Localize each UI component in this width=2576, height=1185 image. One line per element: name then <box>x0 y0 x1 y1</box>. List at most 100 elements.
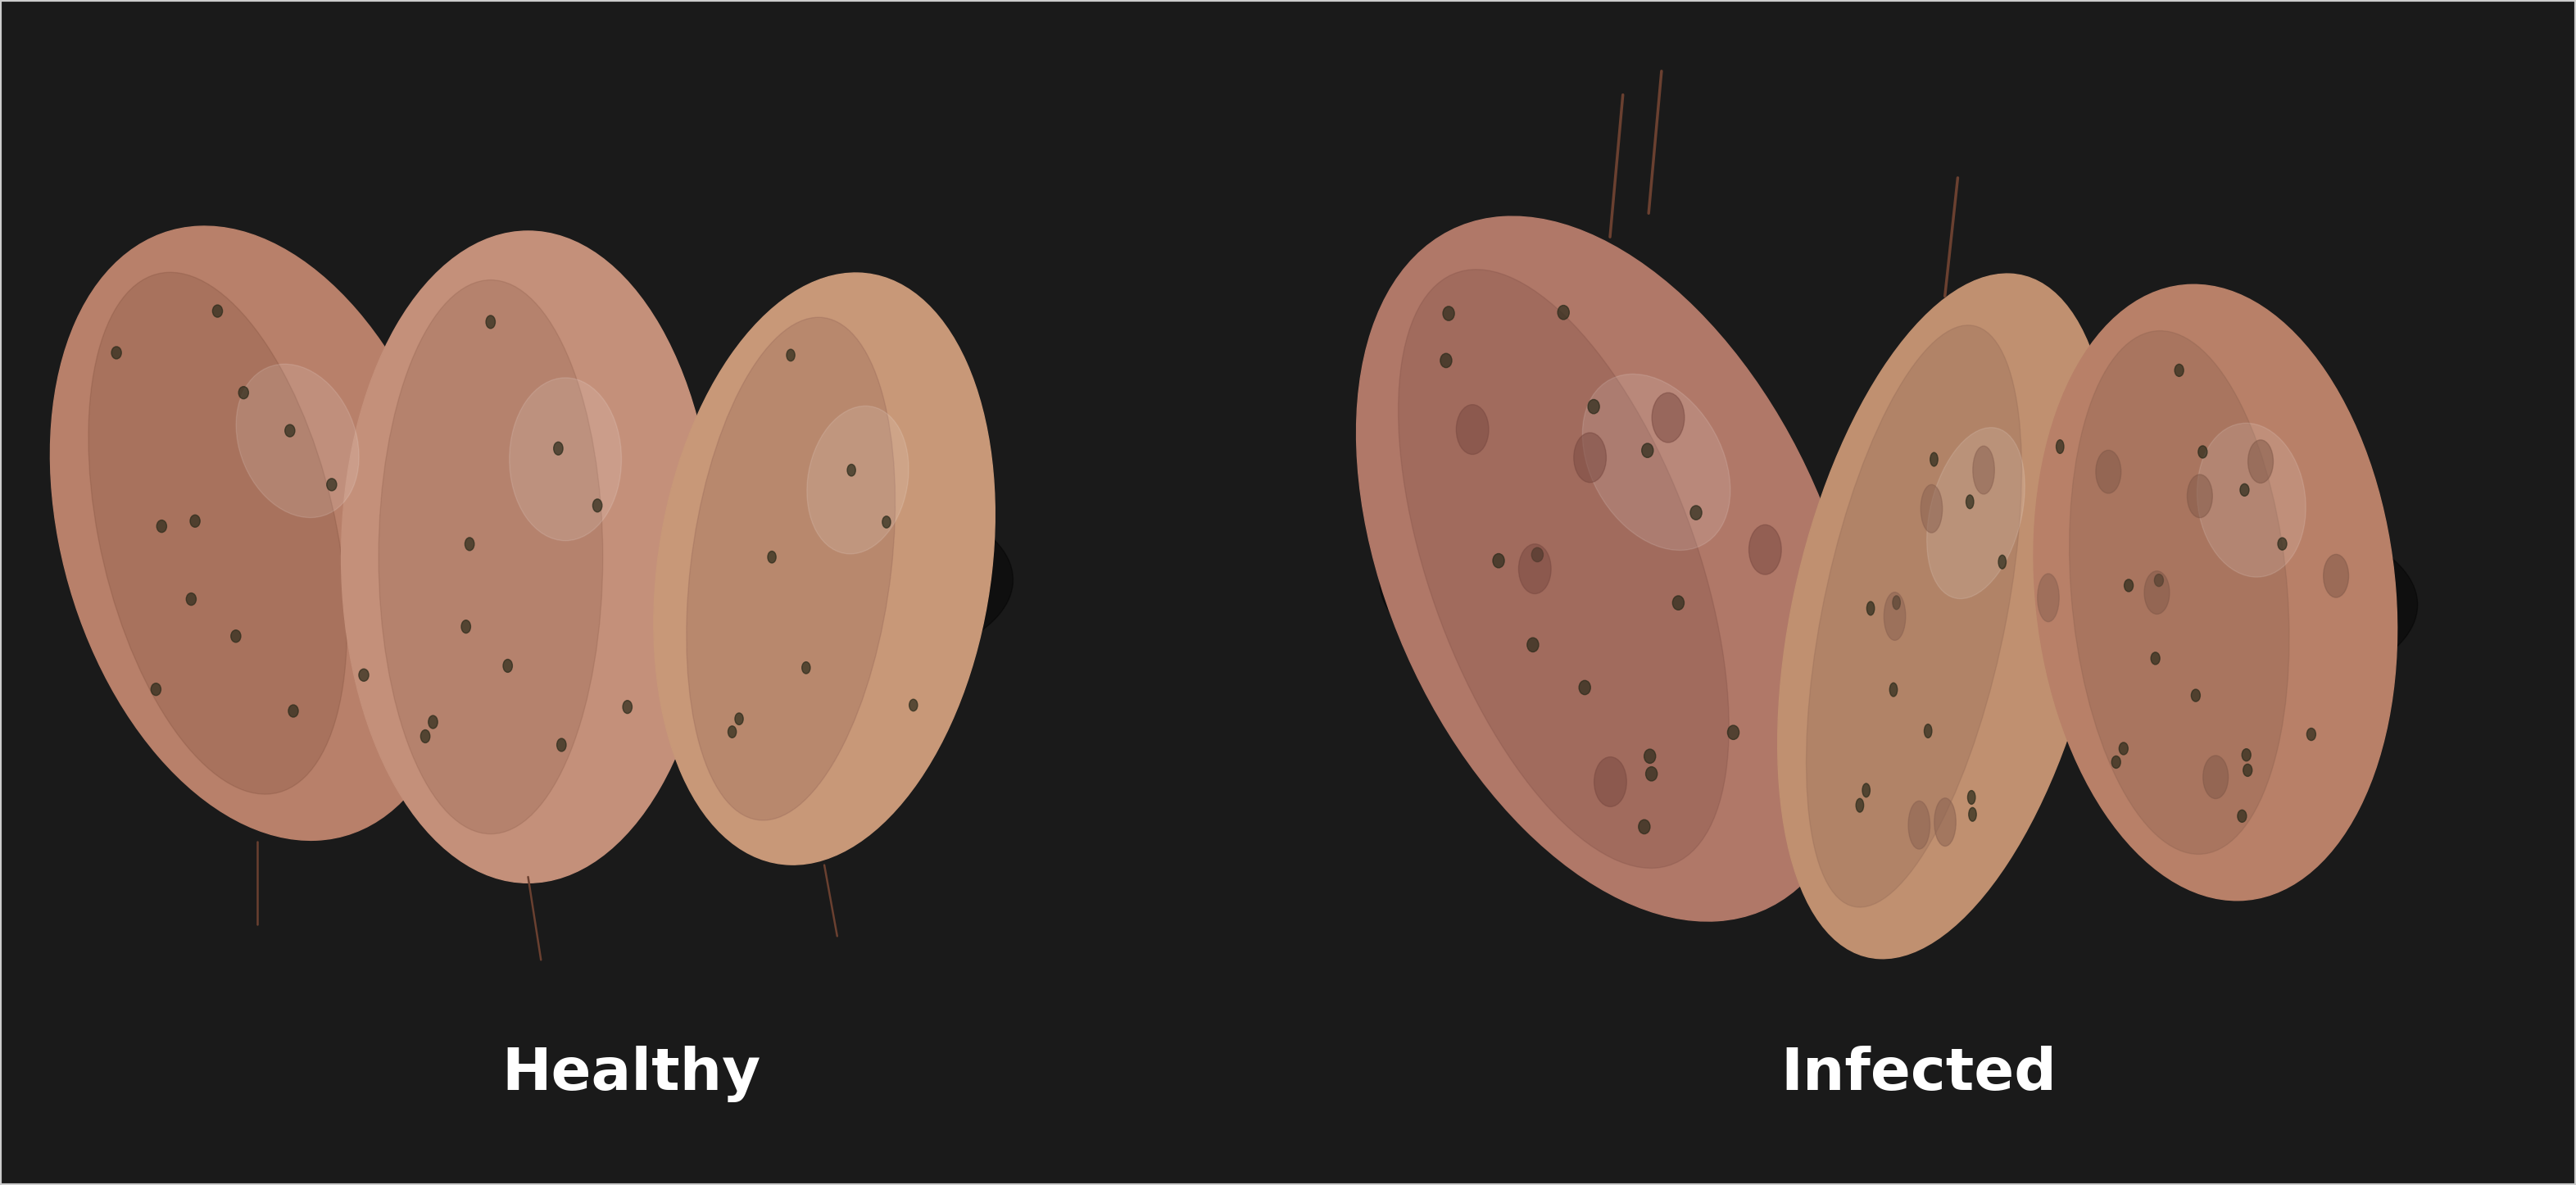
Ellipse shape <box>909 699 917 711</box>
Ellipse shape <box>1806 325 2022 908</box>
Ellipse shape <box>157 520 167 532</box>
Ellipse shape <box>2032 284 2398 901</box>
Ellipse shape <box>1582 374 1731 550</box>
Ellipse shape <box>2241 749 2251 761</box>
Ellipse shape <box>1533 547 1543 562</box>
Ellipse shape <box>1558 306 1569 320</box>
Ellipse shape <box>1494 553 1504 568</box>
Ellipse shape <box>2202 756 2228 799</box>
Ellipse shape <box>2069 331 2290 854</box>
Ellipse shape <box>237 364 358 518</box>
Ellipse shape <box>2097 450 2120 493</box>
Ellipse shape <box>1638 820 1651 834</box>
Ellipse shape <box>1883 592 1906 640</box>
Ellipse shape <box>327 479 337 491</box>
Ellipse shape <box>62 453 479 638</box>
Ellipse shape <box>2244 764 2251 776</box>
Ellipse shape <box>340 231 716 883</box>
Ellipse shape <box>1528 638 1538 652</box>
Ellipse shape <box>1927 428 2025 598</box>
Ellipse shape <box>1520 544 1551 594</box>
Ellipse shape <box>623 700 631 713</box>
Ellipse shape <box>191 515 201 527</box>
Ellipse shape <box>510 378 621 540</box>
Ellipse shape <box>289 705 299 717</box>
Ellipse shape <box>152 684 160 696</box>
Ellipse shape <box>1358 217 1862 921</box>
Ellipse shape <box>1968 790 1976 805</box>
Ellipse shape <box>654 273 994 865</box>
Ellipse shape <box>1891 683 1899 697</box>
Ellipse shape <box>556 738 567 751</box>
Ellipse shape <box>884 517 891 529</box>
Ellipse shape <box>111 346 121 359</box>
Ellipse shape <box>662 492 1012 670</box>
Ellipse shape <box>685 318 896 820</box>
Ellipse shape <box>2151 652 2159 665</box>
Ellipse shape <box>554 442 564 455</box>
Ellipse shape <box>1795 525 2120 731</box>
Ellipse shape <box>1935 798 1955 846</box>
Ellipse shape <box>1968 807 1976 821</box>
Ellipse shape <box>1595 757 1625 807</box>
Ellipse shape <box>1399 269 1728 869</box>
Ellipse shape <box>1641 443 1654 457</box>
Ellipse shape <box>768 551 775 563</box>
Ellipse shape <box>286 424 294 437</box>
Ellipse shape <box>2197 423 2306 577</box>
Ellipse shape <box>420 730 430 743</box>
Text: Infected: Infected <box>1780 1045 2058 1102</box>
Ellipse shape <box>2120 743 2128 755</box>
Ellipse shape <box>345 470 737 666</box>
Ellipse shape <box>2143 571 2169 614</box>
Ellipse shape <box>729 726 737 738</box>
Ellipse shape <box>2241 483 2249 497</box>
Ellipse shape <box>52 226 464 840</box>
Ellipse shape <box>1651 392 1685 442</box>
Ellipse shape <box>2056 440 2063 454</box>
Ellipse shape <box>1455 404 1489 454</box>
Ellipse shape <box>1690 506 1703 520</box>
Ellipse shape <box>1922 485 1942 533</box>
Ellipse shape <box>1749 525 1783 575</box>
Ellipse shape <box>2187 474 2213 518</box>
Ellipse shape <box>240 386 247 399</box>
Ellipse shape <box>214 305 222 318</box>
Ellipse shape <box>1862 783 1870 798</box>
Ellipse shape <box>428 716 438 729</box>
Ellipse shape <box>487 315 495 328</box>
Ellipse shape <box>1587 399 1600 414</box>
Ellipse shape <box>1443 307 1455 321</box>
Ellipse shape <box>1672 596 1685 610</box>
Ellipse shape <box>2249 440 2272 483</box>
Ellipse shape <box>1381 474 1865 687</box>
Ellipse shape <box>1855 799 1862 812</box>
Ellipse shape <box>2154 575 2164 587</box>
Text: Healthy: Healthy <box>502 1045 760 1102</box>
Ellipse shape <box>1929 453 1937 466</box>
Ellipse shape <box>461 620 471 633</box>
Ellipse shape <box>592 499 603 512</box>
Ellipse shape <box>1440 353 1453 367</box>
Ellipse shape <box>232 630 240 642</box>
Ellipse shape <box>1973 446 1994 494</box>
Ellipse shape <box>2174 364 2184 377</box>
Ellipse shape <box>1777 274 2112 959</box>
Ellipse shape <box>2192 690 2200 702</box>
Ellipse shape <box>2239 809 2246 822</box>
Ellipse shape <box>2277 538 2287 550</box>
Ellipse shape <box>185 592 196 606</box>
Ellipse shape <box>1868 602 1875 615</box>
Ellipse shape <box>1646 767 1656 781</box>
Ellipse shape <box>1574 433 1607 482</box>
Ellipse shape <box>2038 574 2058 622</box>
Ellipse shape <box>1643 749 1656 763</box>
Ellipse shape <box>1728 725 1739 739</box>
Ellipse shape <box>2324 555 2349 597</box>
Ellipse shape <box>806 406 909 553</box>
Ellipse shape <box>801 662 811 674</box>
Ellipse shape <box>358 668 368 681</box>
Ellipse shape <box>88 273 348 794</box>
Ellipse shape <box>734 713 744 725</box>
Ellipse shape <box>1579 680 1589 694</box>
